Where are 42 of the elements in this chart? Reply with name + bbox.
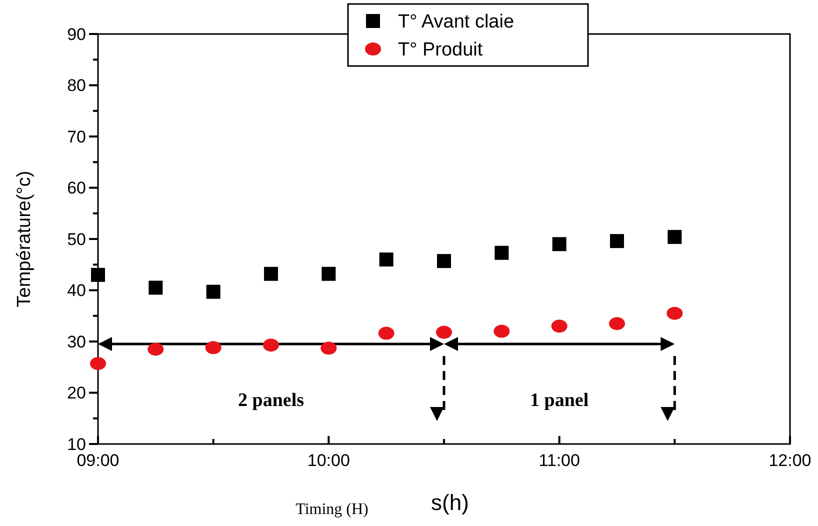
- point: [379, 252, 394, 266]
- point: [264, 266, 278, 281]
- x-tick-label: 12:00: [768, 451, 812, 470]
- point: [90, 357, 106, 370]
- y-tick-label: 70: [67, 127, 86, 146]
- y-axis-title: Température(°c): [14, 170, 35, 308]
- text: s(h): [431, 490, 469, 515]
- y-tick-label: 30: [67, 332, 86, 352]
- point: [610, 234, 624, 248]
- y-tick-label: 90: [67, 24, 86, 44]
- point: [378, 326, 394, 340]
- y-tick-label: 50: [67, 230, 86, 249]
- x-tick-label: 09:00: [76, 451, 120, 470]
- point: [205, 341, 222, 354]
- point: [668, 230, 682, 244]
- x-axis-title: Timing (H): [296, 501, 368, 518]
- point: [552, 237, 566, 252]
- point: [148, 342, 164, 356]
- point: [263, 338, 279, 352]
- point: [322, 266, 336, 281]
- legend-label: T° Produit: [398, 40, 484, 61]
- y-tick-label: 20: [67, 384, 86, 403]
- point: [494, 246, 509, 260]
- point: [437, 254, 451, 268]
- y-tick-label: 60: [67, 178, 86, 198]
- point: [666, 306, 683, 320]
- point: [148, 280, 163, 295]
- point: [206, 284, 220, 299]
- point: [551, 320, 568, 333]
- y-tick-label: 80: [67, 76, 86, 96]
- point: [494, 324, 510, 338]
- point: [91, 268, 105, 282]
- annotation: 1 panel: [530, 390, 589, 411]
- y-tick-label: 10: [67, 434, 86, 454]
- legend-label: T° Avant claie: [398, 12, 514, 33]
- y-tick-label: 40: [67, 281, 86, 300]
- point: [436, 326, 452, 339]
- x-tick-label: 10:00: [307, 451, 350, 470]
- point: [320, 342, 337, 355]
- point: [609, 317, 625, 330]
- annotation: 2 panels: [238, 390, 304, 411]
- x-tick-label: 11:00: [538, 451, 580, 470]
